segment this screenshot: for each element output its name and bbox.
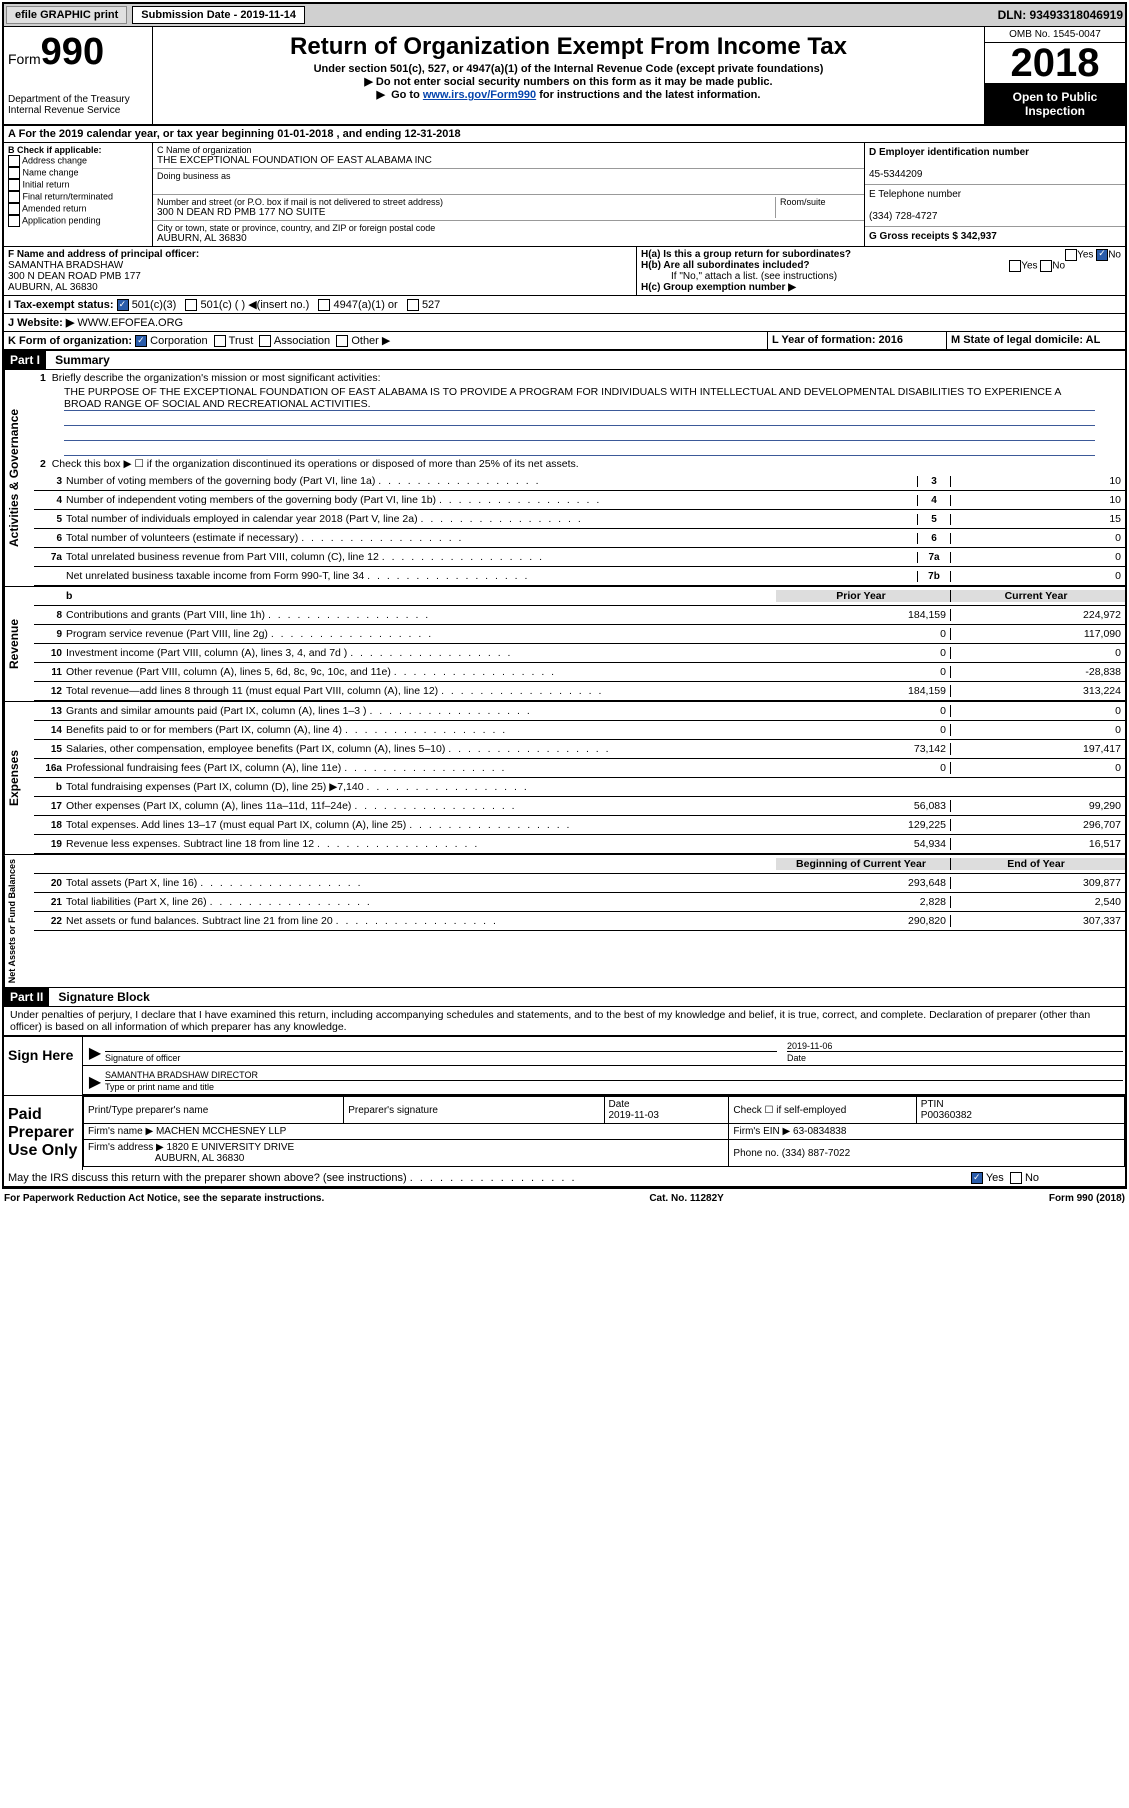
activities-section: Activities & Governance 1 Briefly descri… [4, 370, 1125, 586]
tax-year: 2018 [985, 43, 1125, 84]
preparer-table: Print/Type preparer's name Preparer's si… [83, 1096, 1125, 1167]
officer-h-row: F Name and address of principal officer:… [4, 247, 1125, 296]
ein-value: 45-5344209 [869, 169, 922, 180]
table-row: 18Total expenses. Add lines 13–17 (must … [34, 816, 1125, 835]
netassets-section: Net Assets or Fund Balances Beginning of… [4, 854, 1125, 987]
irs-label: Internal Revenue Service [8, 105, 148, 116]
dept-label: Department of the Treasury [8, 94, 148, 105]
table-row: 3Number of voting members of the governi… [34, 472, 1125, 491]
page-footer: For Paperwork Reduction Act Notice, see … [0, 1191, 1129, 1206]
org-city: AUBURN, AL 36830 [157, 233, 860, 244]
table-row: 20Total assets (Part X, line 16) 293,648… [34, 874, 1125, 893]
tax-status-row: I Tax-exempt status: 501(c)(3) 501(c) ( … [4, 296, 1125, 314]
table-row: 15Salaries, other compensation, employee… [34, 740, 1125, 759]
box-f: F Name and address of principal officer:… [4, 247, 637, 295]
dln-label: DLN: 93493318046919 [998, 8, 1123, 22]
table-row: 17Other expenses (Part IX, column (A), l… [34, 797, 1125, 816]
table-row: 14Benefits paid to or for members (Part … [34, 721, 1125, 740]
revenue-section: Revenue b Prior Year Current Year 8Contr… [4, 586, 1125, 701]
irs-link[interactable]: www.irs.gov/Form990 [423, 89, 536, 101]
form-container: efile GRAPHIC print Submission Date - 20… [2, 2, 1127, 1189]
box-h: H(a) Is this a group return for subordin… [637, 247, 1125, 295]
table-row: 5Total number of individuals employed in… [34, 510, 1125, 529]
expenses-section: Expenses 13Grants and similar amounts pa… [4, 701, 1125, 854]
box-b: B Check if applicable: Address change Na… [4, 143, 153, 246]
top-bar: efile GRAPHIC print Submission Date - 20… [4, 4, 1125, 27]
box-d: D Employer identification number 45-5344… [865, 143, 1125, 246]
table-row: 12Total revenue—add lines 8 through 11 (… [34, 682, 1125, 701]
mission-text: THE PURPOSE OF THE EXCEPTIONAL FOUNDATIO… [64, 386, 1095, 411]
website-row: J Website: ▶ WWW.EFOFEA.ORG [4, 314, 1125, 332]
table-row: 19Revenue less expenses. Subtract line 1… [34, 835, 1125, 854]
website-value: WWW.EFOFEA.ORG [74, 317, 183, 329]
part1-header: Part I Summary [4, 350, 1125, 370]
phone-value: (334) 728-4727 [869, 211, 937, 222]
jurat: Under penalties of perjury, I declare th… [4, 1007, 1125, 1036]
submission-date: Submission Date - 2019-11-14 [132, 6, 305, 24]
table-row: 13Grants and similar amounts paid (Part … [34, 702, 1125, 721]
table-row: 4Number of independent voting members of… [34, 491, 1125, 510]
sign-here-section: Sign Here ▶ Signature of officer 2019-11… [4, 1036, 1125, 1095]
table-row: 6Total number of volunteers (estimate if… [34, 529, 1125, 548]
line-a: A For the 2019 calendar year, or tax yea… [4, 126, 1125, 143]
table-row: 8Contributions and grants (Part VIII, li… [34, 606, 1125, 625]
discuss-row: May the IRS discuss this return with the… [4, 1170, 1125, 1187]
table-row: 22Net assets or fund balances. Subtract … [34, 912, 1125, 931]
form-title: Return of Organization Exempt From Incom… [157, 33, 980, 61]
sign-here-label: Sign Here [4, 1037, 83, 1095]
table-row: 7aTotal unrelated business revenue from … [34, 548, 1125, 567]
table-row: bTotal fundraising expenses (Part IX, co… [34, 778, 1125, 797]
info-grid: B Check if applicable: Address change Na… [4, 143, 1125, 247]
form-header: Form990 Department of the Treasury Inter… [4, 27, 1125, 126]
side-netassets: Net Assets or Fund Balances [4, 855, 34, 987]
hint-ssn: Do not enter social security numbers on … [157, 75, 980, 88]
form-subtitle: Under section 501(c), 527, or 4947(a)(1)… [157, 63, 980, 75]
side-revenue: Revenue [4, 587, 34, 701]
side-expenses: Expenses [4, 702, 34, 854]
org-name: THE EXCEPTIONAL FOUNDATION OF EAST ALABA… [157, 155, 860, 166]
table-row: 21Total liabilities (Part X, line 26) 2,… [34, 893, 1125, 912]
table-row: 10Investment income (Part VIII, column (… [34, 644, 1125, 663]
table-row: 9Program service revenue (Part VIII, lin… [34, 625, 1125, 644]
open-public-badge: Open to Public Inspection [985, 84, 1125, 124]
form-number: Form990 [8, 31, 148, 74]
k-l-m-row: K Form of organization: Corporation Trus… [4, 332, 1125, 350]
hint-link: Go to www.irs.gov/Form990 for instructio… [157, 88, 980, 101]
side-activities: Activities & Governance [4, 370, 34, 586]
efile-button[interactable]: efile GRAPHIC print [6, 6, 127, 24]
preparer-label: Paid Preparer Use Only [4, 1096, 83, 1170]
gross-receipts: G Gross receipts $ 342,937 [869, 231, 997, 242]
preparer-section: Paid Preparer Use Only Print/Type prepar… [4, 1095, 1125, 1170]
table-row: 11Other revenue (Part VIII, column (A), … [34, 663, 1125, 682]
table-row: 16aProfessional fundraising fees (Part I… [34, 759, 1125, 778]
org-address: 300 N DEAN RD PMB 177 NO SUITE [157, 207, 775, 218]
table-row: Net unrelated business taxable income fr… [34, 567, 1125, 586]
box-c: C Name of organization THE EXCEPTIONAL F… [153, 143, 865, 246]
part2-header: Part II Signature Block [4, 987, 1125, 1007]
